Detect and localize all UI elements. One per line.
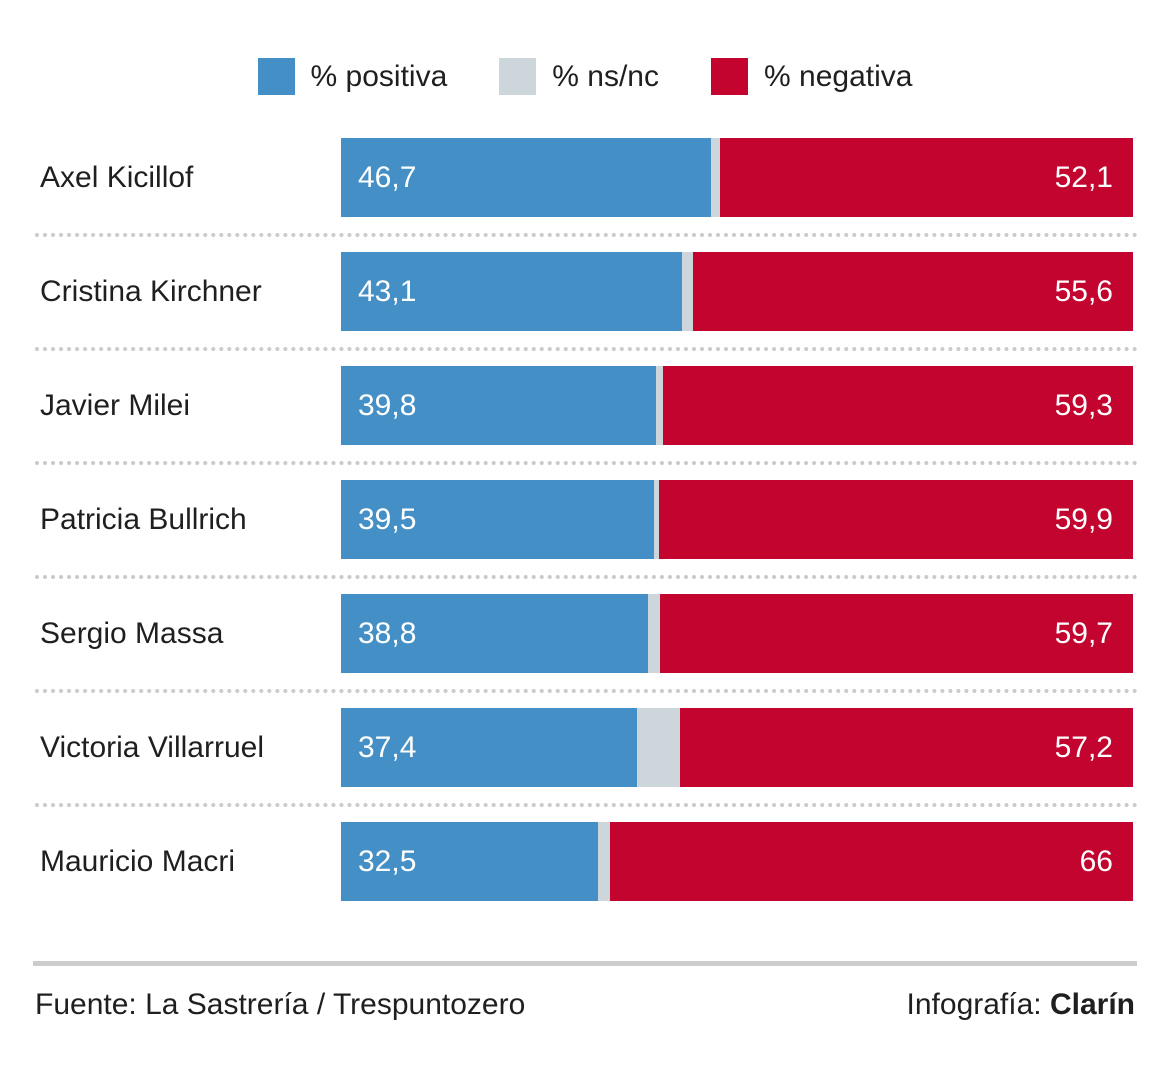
negative-value-label: 55,6 [1054,274,1113,308]
positive-bar-segment: 32,5 [341,822,599,901]
bar-track: 46,7 52,1 [341,138,1133,217]
positive-bar-segment: 39,8 [341,366,657,445]
nsnc-swatch-icon [499,58,537,95]
chart-row: Patricia Bullrich 39,5 59,9 [40,480,1133,559]
positive-bar-segment: 43,1 [341,252,683,331]
category-label: Victoria Villarruel [40,730,264,764]
negative-swatch-icon [711,58,748,95]
positive-value-label: 39,5 [358,502,417,536]
positive-swatch-icon [257,58,295,95]
bar-track: 37,4 57,2 [341,708,1133,787]
positive-value-label: 37,4 [358,730,417,764]
negative-bar-segment: 59,7 [660,594,1133,673]
row-separator [35,233,1138,237]
legend-label-nsnc: % ns/nc [552,59,659,93]
negative-bar-segment: 59,3 [663,366,1133,445]
positive-value-label: 46,7 [358,160,417,194]
positive-bar-segment: 46,7 [341,138,711,217]
positive-bar-segment: 39,5 [341,480,654,559]
negative-value-label: 57,2 [1054,730,1113,764]
category-label: Cristina Kirchner [40,274,262,308]
footer-divider [33,961,1137,966]
negative-value-label: 59,7 [1054,616,1113,650]
nsnc-bar-segment [637,708,680,787]
negative-bar-segment: 52,1 [720,138,1133,217]
credit-text: Infografía: Clarín [907,988,1135,1022]
negative-bar-segment: 59,9 [658,480,1133,559]
legend-item-positiva: % positiva [257,58,448,95]
negative-value-label: 59,3 [1054,388,1113,422]
chart-row: Javier Milei 39,8 59,3 [40,366,1133,445]
row-separator [35,689,1138,693]
chart-row: Victoria Villarruel 37,4 57,2 [40,708,1133,787]
row-separator [35,461,1138,465]
bar-track: 38,8 59,7 [341,594,1133,673]
positive-value-label: 43,1 [358,274,417,308]
bar-track: 43,1 55,6 [341,252,1133,331]
negative-value-label: 52,1 [1054,160,1113,194]
category-label: Patricia Bullrich [40,502,247,536]
negative-bar-segment: 55,6 [692,252,1133,331]
positive-bar-segment: 38,8 [341,594,649,673]
category-label: Axel Kicillof [40,160,194,194]
positive-value-label: 32,5 [358,844,417,878]
legend-item-nsnc: % ns/nc [499,58,659,95]
bar-track: 32,5 66 [341,822,1133,901]
nsnc-bar-segment [598,822,611,901]
nsnc-bar-segment [656,366,664,445]
row-separator [35,575,1138,579]
positive-bar-segment: 37,4 [341,708,638,787]
row-separator [35,347,1138,351]
category-label: Mauricio Macri [40,844,236,878]
nsnc-bar-segment [710,138,721,217]
chart-row: Sergio Massa 38,8 59,7 [40,594,1133,673]
bar-track: 39,5 59,9 [341,480,1133,559]
chart-row: Axel Kicillof 46,7 52,1 [40,138,1133,217]
category-label: Sergio Massa [40,616,224,650]
nsnc-bar-segment [682,252,693,331]
credit-prefix: Infografía: [906,988,1050,1021]
legend-label-negativa: % negativa [764,59,913,93]
legend-label-positiva: % positiva [310,59,448,93]
positive-value-label: 38,8 [358,616,417,650]
nsnc-bar-segment [653,480,659,559]
positive-value-label: 39,8 [358,388,417,422]
footer: Fuente: La Sastrería / Trespuntozero Inf… [35,988,1135,1022]
negative-bar-segment: 57,2 [679,708,1133,787]
chart-rows: Axel Kicillof 46,7 52,1 Cristina Kirchne… [35,138,1138,901]
category-label: Javier Milei [40,388,191,422]
negative-value-label: 59,9 [1054,502,1113,536]
chart-row: Cristina Kirchner 43,1 55,6 [40,252,1133,331]
nsnc-bar-segment [648,594,661,673]
credit-brand: Clarín [1049,988,1135,1021]
bar-track: 39,8 59,3 [341,366,1133,445]
source-text: Fuente: La Sastrería / Trespuntozero [35,988,526,1021]
negative-bar-segment: 66 [610,822,1133,901]
row-separator [35,803,1138,807]
chart-legend: % positiva % ns/nc % negativa [0,0,1170,95]
negative-value-label: 66 [1079,844,1113,878]
legend-item-negativa: % negativa [711,58,912,95]
chart-row: Mauricio Macri 32,5 66 [40,822,1133,901]
